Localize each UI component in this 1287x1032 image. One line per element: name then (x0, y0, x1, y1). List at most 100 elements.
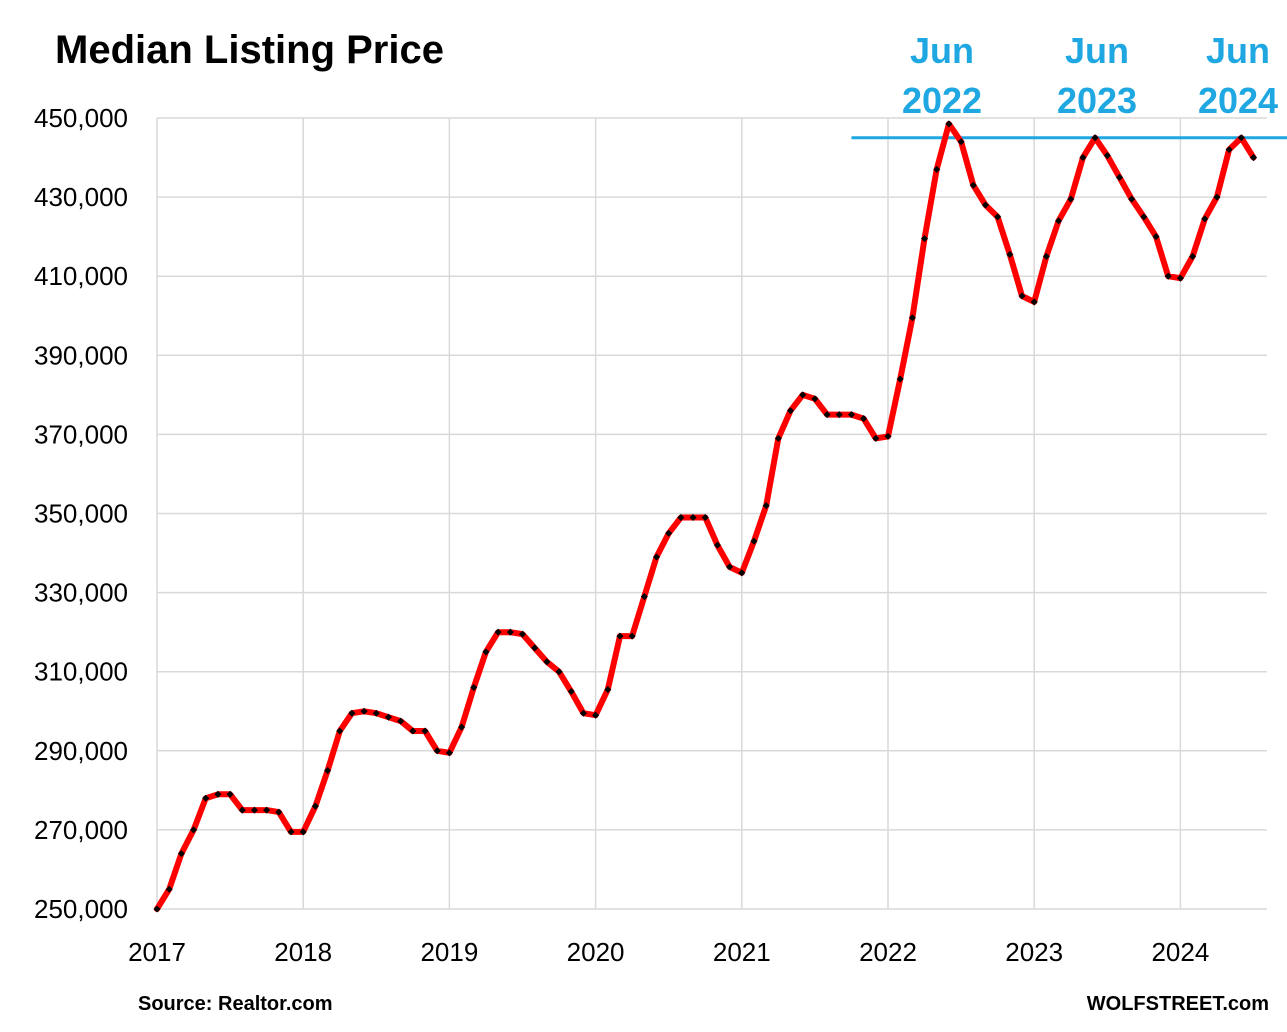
annotation-month: Jun (1064, 30, 1129, 71)
data-point (360, 707, 368, 715)
data-point (640, 593, 648, 601)
data-point (774, 434, 782, 442)
x-tick-label: 2021 (713, 937, 771, 967)
data-point (592, 711, 600, 719)
data-point (945, 120, 953, 128)
data-point (579, 709, 587, 717)
data-point (665, 529, 673, 537)
data-point (811, 395, 819, 403)
y-tick-label: 330,000 (34, 578, 128, 608)
annotation-jun-2022: Jun 2022 (882, 26, 1002, 126)
data-point (847, 411, 855, 419)
data-point (896, 375, 904, 383)
x-tick-label: 2023 (1005, 937, 1063, 967)
data-point (969, 181, 977, 189)
x-tick-label: 2020 (567, 937, 625, 967)
data-point (543, 658, 551, 666)
x-tick-label: 2018 (274, 937, 332, 967)
y-tick-label: 250,000 (34, 894, 128, 924)
data-point (933, 165, 941, 173)
y-tick-label: 290,000 (34, 736, 128, 766)
source-note: Source: Realtor.com (138, 993, 333, 1015)
data-point (652, 553, 661, 561)
annotation-year: 2023 (1056, 80, 1138, 121)
data-point (287, 828, 295, 836)
data-point (324, 767, 332, 775)
y-tick-label: 430,000 (34, 182, 128, 212)
data-point (884, 432, 892, 440)
data-point (190, 826, 198, 834)
data-point (226, 790, 234, 798)
data-point (531, 644, 539, 652)
data-point (336, 727, 344, 735)
data-point (994, 213, 1002, 221)
data-point (250, 806, 259, 814)
data-point (153, 905, 161, 913)
data-point (372, 709, 380, 717)
data-point (165, 885, 173, 893)
data-point (1006, 250, 1014, 258)
data-point (384, 713, 393, 721)
data-point (786, 407, 795, 415)
x-tick-label: 2024 (1151, 937, 1209, 967)
data-point (908, 314, 916, 322)
x-tick-label: 2022 (859, 937, 917, 967)
data-point (409, 727, 417, 735)
annotation-year: 2024 (1197, 80, 1279, 121)
data-point (421, 727, 429, 735)
y-tick-label: 370,000 (34, 419, 128, 449)
data-point (835, 411, 843, 419)
annotation-jun-2023: Jun 2023 (1037, 26, 1157, 126)
data-point (202, 794, 210, 802)
data-point (275, 808, 283, 816)
y-tick-label: 350,000 (34, 499, 128, 529)
annotation-month: Jun (1205, 30, 1270, 71)
annotation-year: 2022 (901, 80, 983, 121)
data-point (397, 717, 405, 725)
data-point (701, 513, 709, 521)
data-point (1018, 292, 1026, 300)
data-point (311, 802, 319, 810)
data-point (689, 513, 697, 521)
data-point (348, 709, 356, 717)
data-point (494, 628, 502, 636)
data-point (470, 683, 478, 692)
y-tick-label: 410,000 (34, 261, 128, 291)
data-point (726, 563, 734, 571)
data-point (738, 569, 746, 577)
data-point (458, 723, 466, 731)
y-axis: 250,000 270,000 290,000 310,000 330,000 350,0… (34, 103, 128, 924)
data-point (823, 411, 831, 419)
data-point (921, 235, 929, 243)
x-axis: 2017 2018 2019 2020 2021 2022 2023 2024 (128, 937, 1209, 967)
y-tick-label: 390,000 (34, 340, 128, 370)
data-point (238, 806, 246, 814)
data-point (567, 687, 575, 696)
annotation-month: Jun (909, 30, 974, 71)
data-point (677, 513, 685, 521)
data-point (799, 391, 807, 399)
y-tick-label: 270,000 (34, 815, 128, 845)
data-point (482, 648, 490, 656)
data-point (872, 434, 880, 442)
data-point (445, 749, 453, 757)
data-point (762, 502, 770, 510)
data-point (177, 850, 185, 858)
data-point (713, 541, 721, 549)
data-point (628, 632, 636, 640)
x-tick-label: 2019 (420, 937, 478, 967)
y-tick-label: 310,000 (34, 657, 128, 687)
y-tick-label: 450,000 (34, 103, 128, 133)
chart-title: Median Listing Price (55, 28, 444, 72)
series-group (153, 120, 1258, 913)
data-point (518, 630, 527, 638)
data-point (433, 747, 441, 755)
data-point (263, 806, 271, 814)
data-point (604, 685, 612, 694)
data-point (616, 632, 624, 640)
data-point (214, 790, 222, 798)
gridlines (156, 117, 1267, 910)
x-tick-label: 2017 (128, 937, 186, 967)
data-point (957, 138, 965, 146)
